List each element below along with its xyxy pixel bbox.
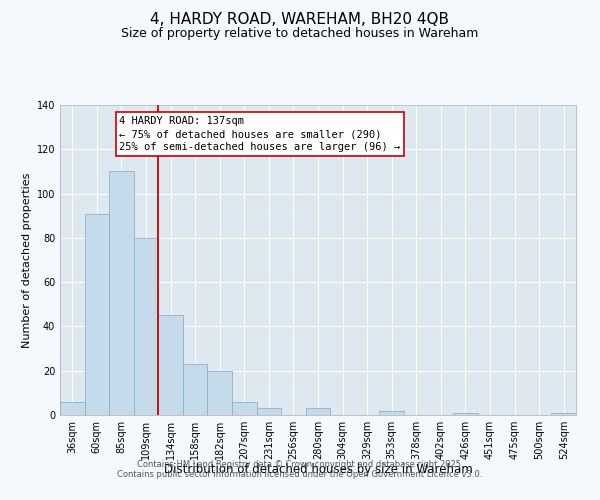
- Bar: [60, 402, 85, 415]
- Bar: [379, 410, 404, 415]
- Text: Contains HM Land Registry data © Crown copyright and database right 2025.: Contains HM Land Registry data © Crown c…: [137, 460, 463, 469]
- Bar: [232, 402, 257, 415]
- Y-axis label: Number of detached properties: Number of detached properties: [22, 172, 32, 348]
- Text: Contains public sector information licensed under the Open Government Licence v3: Contains public sector information licen…: [118, 470, 482, 479]
- Bar: [306, 408, 330, 415]
- Bar: [109, 172, 134, 415]
- Bar: [208, 370, 232, 415]
- Text: 4 HARDY ROAD: 137sqm
← 75% of detached houses are smaller (290)
25% of semi-deta: 4 HARDY ROAD: 137sqm ← 75% of detached h…: [119, 116, 401, 152]
- X-axis label: Distribution of detached houses by size in Wareham: Distribution of detached houses by size …: [164, 464, 472, 476]
- Bar: [453, 413, 478, 415]
- Bar: [85, 214, 109, 415]
- Bar: [183, 364, 208, 415]
- Bar: [257, 408, 281, 415]
- Bar: [551, 413, 576, 415]
- Bar: [158, 316, 183, 415]
- Text: Size of property relative to detached houses in Wareham: Size of property relative to detached ho…: [121, 28, 479, 40]
- Text: 4, HARDY ROAD, WAREHAM, BH20 4QB: 4, HARDY ROAD, WAREHAM, BH20 4QB: [151, 12, 449, 28]
- Bar: [134, 238, 158, 415]
